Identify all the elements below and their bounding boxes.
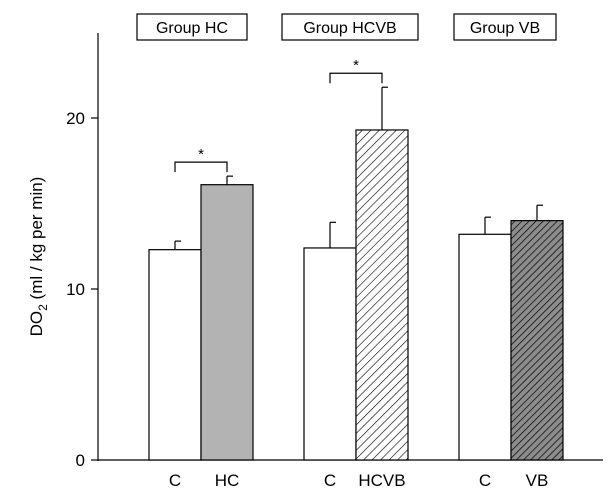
labels: 0 10 20 DO2 (ml / kg per min) Group HC C HC * Gr… (27, 13, 557, 490)
bar-hc (200, 184, 254, 461)
y-axis-label: DO2 (ml / kg per min) (27, 177, 50, 337)
y-axis-label-main: DO (27, 311, 46, 337)
y-tick-label: 10 (66, 280, 85, 299)
bar-c (458, 233, 512, 461)
bar-vb (510, 220, 564, 461)
y-axis-label-unit: (ml / kg per min) (27, 177, 46, 305)
significance-star: * (198, 146, 204, 163)
significance-star: * (353, 57, 359, 74)
category-label: C (479, 471, 491, 490)
bar-c (148, 249, 202, 461)
category-label: C (324, 471, 336, 490)
y-tick-label: 0 (76, 451, 85, 470)
group-title-box (281, 13, 419, 41)
category-label: HC (215, 471, 240, 490)
group-title: Group HC (156, 20, 228, 37)
group-title: Group VB (470, 20, 540, 37)
y-axis-label-subscript: 2 (36, 304, 50, 311)
group-title-box (453, 13, 557, 41)
category-label: HCVB (358, 471, 405, 490)
group-title-box (136, 13, 248, 41)
bar-hcvb (355, 129, 409, 461)
y-tick-label: 20 (66, 109, 85, 128)
category-label: C (169, 471, 181, 490)
significance-bracket (174, 161, 228, 173)
group-title: Group HCVB (303, 20, 396, 37)
bar-c (303, 247, 357, 461)
significance-bracket (329, 72, 383, 84)
category-label: VB (526, 471, 549, 490)
bars (148, 86, 564, 461)
